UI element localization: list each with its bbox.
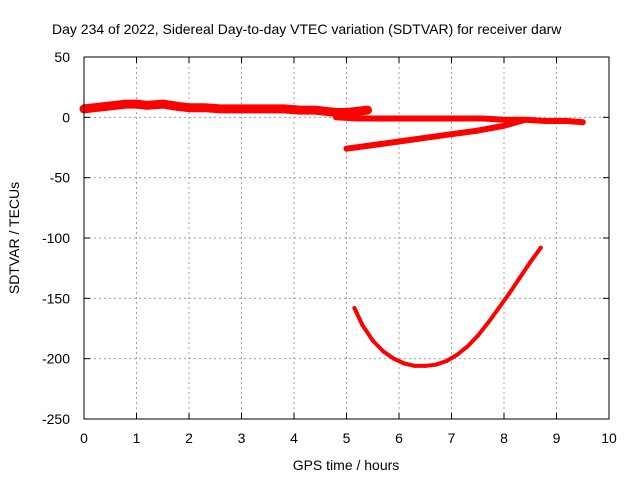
- data-point: [355, 116, 359, 121]
- series-group: [79, 99, 586, 368]
- x-tick-label: 0: [80, 430, 88, 446]
- data-point: [113, 103, 118, 108]
- data-point: [334, 110, 338, 115]
- data-point: [465, 344, 470, 349]
- data-point: [528, 260, 533, 265]
- x-tick-label: 10: [601, 430, 617, 446]
- series-line-track-4: [352, 245, 543, 368]
- data-point: [370, 143, 375, 148]
- data-point: [412, 363, 417, 368]
- data-point: [103, 104, 107, 109]
- data-point: [202, 105, 207, 110]
- data-point: [365, 108, 370, 113]
- data-point: [376, 116, 380, 121]
- x-axis-label: GPS time / hours: [293, 457, 400, 473]
- data-point: [517, 275, 522, 280]
- data-point: [323, 109, 328, 114]
- data-point: [423, 363, 428, 368]
- data-point: [460, 116, 464, 121]
- data-point: [481, 116, 485, 121]
- data-point: [355, 109, 359, 114]
- data-point: [334, 115, 338, 120]
- data-point: [176, 104, 181, 109]
- data-point: [433, 362, 438, 367]
- data-point: [475, 128, 480, 133]
- data-point: [486, 320, 491, 325]
- y-tick-labels: 50 0 -50 -100 -150 -200 -250: [42, 49, 70, 427]
- chart-title: Day 234 of 2022, Sidereal Day-to-day VTE…: [52, 21, 562, 37]
- y-tick-label: -150: [42, 290, 70, 306]
- x-tick-label: 3: [238, 430, 246, 446]
- data-point: [370, 338, 375, 343]
- data-point: [397, 116, 401, 121]
- data-point: [145, 103, 149, 108]
- data-point: [234, 106, 239, 111]
- x-tick-label: 8: [500, 430, 508, 446]
- x-tick-label: 1: [133, 430, 141, 446]
- data-point: [565, 119, 569, 123]
- data-point: [502, 117, 506, 122]
- y-tick-label: -100: [42, 230, 70, 246]
- data-point: [297, 108, 302, 113]
- data-point: [187, 105, 191, 110]
- x-tick-label: 6: [395, 430, 403, 446]
- data-point: [352, 306, 357, 310]
- data-point: [218, 106, 223, 111]
- data-point: [344, 110, 349, 115]
- y-tick-label: 50: [54, 49, 70, 65]
- x-tick-label: 9: [553, 430, 561, 446]
- data-point: [124, 102, 128, 107]
- y-axis-label: SDTVAR / TECUs: [6, 182, 22, 294]
- x-tick-label: 4: [290, 430, 298, 446]
- data-point: [423, 135, 428, 140]
- data-point: [454, 353, 459, 357]
- data-point: [344, 146, 349, 151]
- data-point: [496, 306, 501, 310]
- data-point: [381, 349, 386, 354]
- data-point: [507, 291, 512, 296]
- data-point: [134, 102, 139, 107]
- data-point: [402, 361, 407, 366]
- y-tick-label: -250: [42, 411, 70, 427]
- y-tick-label: -200: [42, 351, 70, 367]
- data-point: [265, 106, 270, 111]
- data-point: [502, 123, 506, 128]
- data-point: [449, 132, 454, 137]
- data-point: [580, 120, 585, 125]
- data-point: [475, 333, 480, 338]
- x-tick-label: 7: [448, 430, 456, 446]
- data-point: [313, 108, 317, 113]
- y-tick-label: -50: [50, 170, 70, 186]
- data-point: [444, 359, 449, 364]
- data-point: [160, 102, 165, 107]
- data-point: [544, 119, 548, 123]
- x-tick-labels: 0 1 2 3 4 5 6 7 8 9 10: [80, 430, 617, 446]
- data-point: [523, 117, 527, 122]
- data-point: [360, 322, 365, 327]
- data-point: [281, 106, 286, 111]
- data-point: [439, 116, 443, 121]
- y-tick-label: 0: [62, 109, 70, 125]
- data-point: [538, 245, 543, 250]
- data-point: [418, 116, 422, 121]
- x-tick-label: 2: [185, 430, 193, 446]
- data-point: [391, 356, 396, 361]
- data-point: [92, 105, 97, 110]
- series-line-track-3: [343, 116, 528, 152]
- x-tick-label: 5: [343, 430, 351, 446]
- data-point: [397, 139, 401, 144]
- ticks: [83, 56, 610, 420]
- data-point: [250, 106, 254, 111]
